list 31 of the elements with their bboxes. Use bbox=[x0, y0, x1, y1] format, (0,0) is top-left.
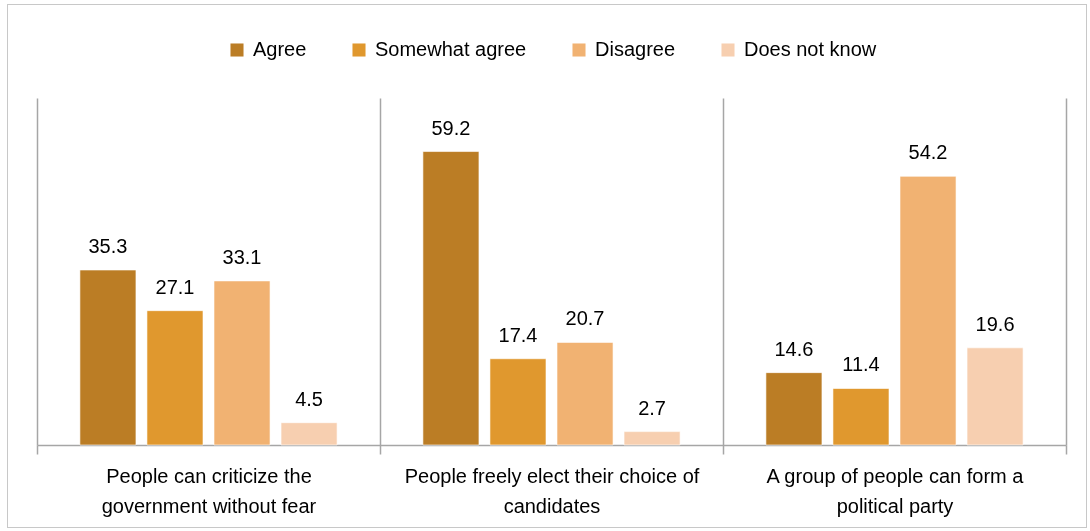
bar bbox=[489, 358, 547, 446]
x-tick-label: People freely elect their choice of candidates bbox=[404, 464, 700, 517]
data-label: 33.1 bbox=[222, 245, 262, 268]
bar bbox=[213, 280, 271, 446]
data-label: 2.7 bbox=[638, 396, 666, 419]
data-label: 11.4 bbox=[842, 353, 880, 376]
data-label: 17.4 bbox=[498, 323, 538, 346]
bar bbox=[899, 175, 957, 446]
legend-label: Does not know bbox=[744, 38, 877, 60]
data-label: 59.2 bbox=[431, 116, 471, 139]
data-label: 54.2 bbox=[908, 141, 948, 164]
bar bbox=[146, 310, 204, 446]
data-label: 35.3 bbox=[88, 235, 128, 258]
bar bbox=[79, 269, 137, 446]
legend-label: Somewhat agree bbox=[375, 38, 527, 60]
data-label: 20.7 bbox=[565, 307, 605, 330]
legend-label: Disagree bbox=[595, 38, 676, 60]
data-label: 19.6 bbox=[975, 312, 1015, 335]
bar bbox=[280, 422, 338, 446]
x-tick-label: A group of people can form a political party bbox=[766, 464, 1025, 517]
bar bbox=[966, 347, 1024, 446]
x-tick-label: People can criticize the government without fear bbox=[101, 464, 317, 517]
bar bbox=[832, 387, 890, 446]
data-label: 27.1 bbox=[155, 275, 195, 298]
bar bbox=[556, 341, 614, 446]
bar bbox=[422, 151, 480, 446]
bar bbox=[623, 431, 681, 446]
data-label: 4.5 bbox=[295, 387, 323, 410]
data-label: 14.6 bbox=[774, 337, 814, 360]
legend-label: Agree bbox=[253, 38, 307, 60]
bar bbox=[765, 372, 823, 446]
